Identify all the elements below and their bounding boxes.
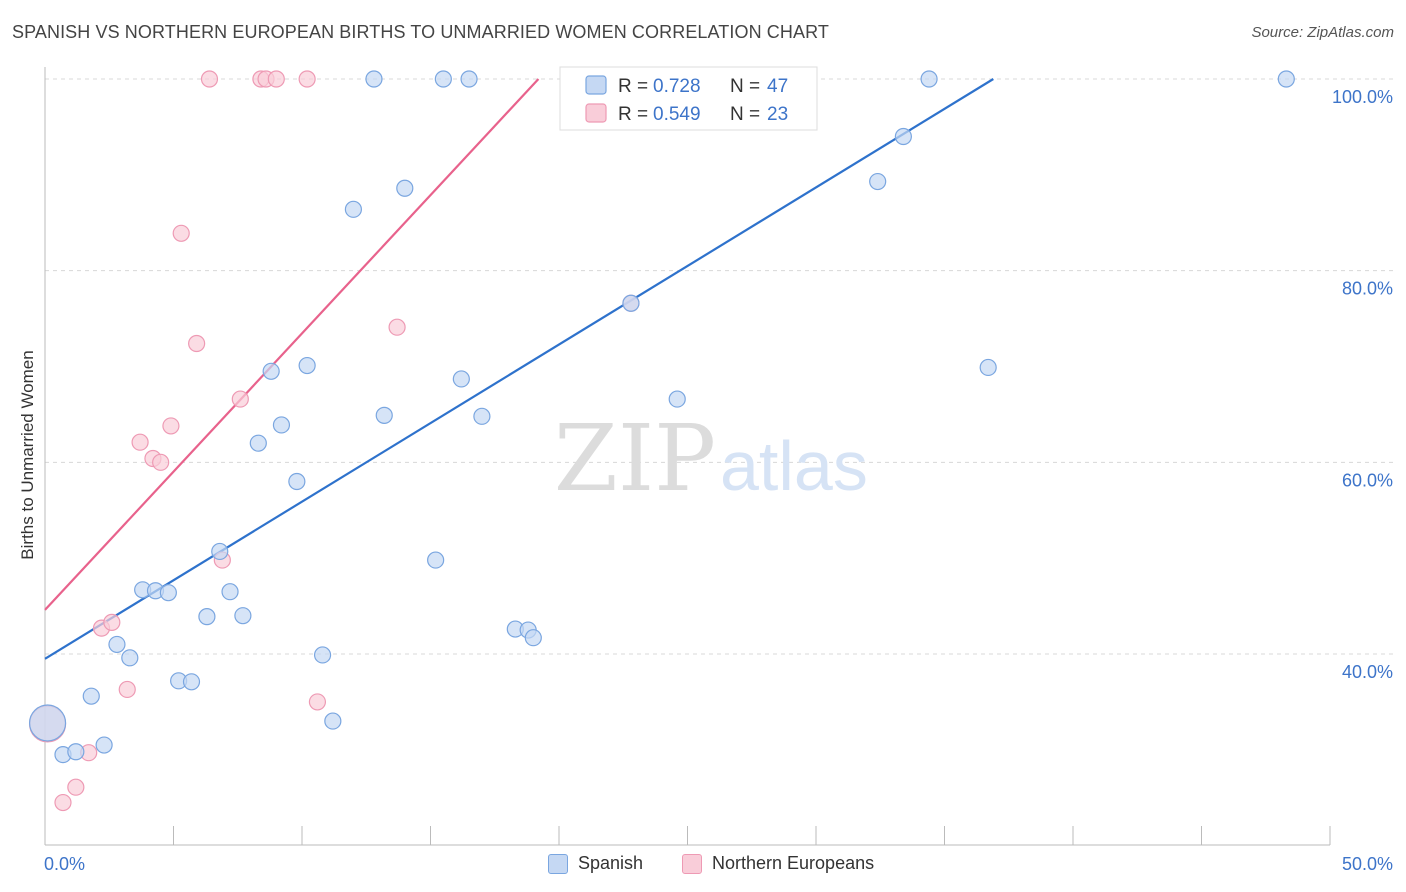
point-spanish-24 (365, 70, 383, 88)
stats-swatch-spanish (585, 75, 607, 95)
point-spanish-19 (288, 472, 306, 491)
point-northern-europeans-2 (67, 778, 85, 796)
point-northern-europeans-21 (388, 318, 406, 336)
point-northern-europeans-1 (54, 793, 72, 812)
x-tick-label-1: 50.0% (1342, 854, 1393, 874)
legend-label-spanish: Spanish (578, 853, 644, 873)
point-northern-europeans-7 (131, 433, 149, 451)
point-spanish-0 (28, 704, 67, 742)
point-spanish-30 (460, 70, 478, 88)
point-spanish-41 (869, 172, 887, 191)
stats-r-value-spanish: 0.728 (653, 76, 701, 97)
x-tick-label-0: 0.0% (44, 854, 85, 874)
point-spanish-26 (396, 179, 414, 197)
point-spanish-38 (668, 390, 686, 408)
point-spanish-42 (894, 127, 912, 146)
stats-n-value-northern-europeans: 23 (767, 104, 788, 125)
legend-item-northern-europeans[interactable]: Northern Europeans (682, 853, 874, 874)
point-spanish-12 (198, 608, 216, 626)
point-northern-europeans-15 (231, 390, 249, 408)
point-spanish-18 (272, 416, 291, 434)
point-spanish-27 (427, 551, 445, 569)
stats-n-label-spanish: N = (730, 76, 760, 97)
point-spanish-43 (920, 70, 938, 88)
point-spanish-14 (221, 583, 239, 601)
y-tick-label-0: 100.0% (1332, 87, 1393, 107)
chart-title: SPANISH VS NORTHERN EUROPEAN BIRTHS TO U… (12, 22, 829, 42)
point-spanish-31 (473, 407, 491, 425)
trend-lines (44, 78, 994, 660)
point-spanish-20 (298, 356, 316, 375)
legend-swatch-northern-europeans (682, 853, 702, 874)
y-tick-label-2: 60.0% (1342, 470, 1393, 490)
point-northern-europeans-6 (118, 680, 136, 699)
stats-r-label-spanish: R = (618, 76, 648, 97)
stats-legend: R = 0.728 N = 47 R = 0.549 N = 23 (559, 66, 818, 131)
point-spanish-28 (434, 70, 452, 88)
stats-r-label-northern-europeans: R = (618, 104, 648, 125)
point-spanish-11 (182, 673, 201, 691)
point-spanish-25 (375, 406, 393, 424)
point-spanish-16 (249, 434, 267, 452)
stats-r-value-northern-europeans: 0.549 (653, 104, 701, 125)
watermark: ZIP atlas (554, 405, 868, 512)
watermark-zip: ZIP (554, 405, 716, 512)
point-spanish-6 (121, 649, 139, 667)
legend-label-northern-europeans: Northern Europeans (712, 853, 875, 873)
point-spanish-17 (262, 362, 280, 380)
point-spanish-34 (524, 629, 542, 647)
grid-lines (45, 78, 1395, 655)
trend-line-northern-europeans (44, 78, 540, 611)
point-northern-europeans-13 (200, 70, 219, 88)
legend-item-spanish[interactable]: Spanish (548, 853, 643, 874)
point-spanish-2 (67, 743, 85, 761)
stats-swatch-northern-europeans (585, 103, 607, 123)
point-northern-europeans-10 (162, 417, 180, 435)
point-northern-europeans-20 (308, 693, 327, 711)
tick-labels: 100.0% 80.0% 60.0% 40.0% 0.0% 50.0% (44, 87, 1393, 874)
point-spanish-45 (1277, 70, 1295, 88)
point-spanish-5 (108, 635, 126, 654)
point-spanish-4 (95, 736, 113, 754)
point-northern-europeans-5 (103, 613, 121, 631)
point-northern-europeans-11 (172, 224, 190, 242)
y-tick-label-1: 80.0% (1342, 279, 1393, 299)
point-northern-europeans-18 (267, 70, 285, 88)
point-spanish-29 (452, 370, 470, 388)
y-tick-label-3: 40.0% (1342, 662, 1393, 682)
source-label: Source: ZipAtlas.com (1251, 24, 1394, 41)
point-spanish-13 (211, 542, 229, 561)
point-spanish-22 (324, 712, 342, 730)
watermark-atlas: atlas (720, 427, 868, 505)
legend-swatch-spanish (548, 853, 568, 874)
point-spanish-3 (82, 687, 100, 705)
stats-n-value-spanish: 47 (767, 76, 788, 97)
point-spanish-15 (234, 607, 252, 625)
trend-line-spanish (44, 78, 994, 660)
point-northern-europeans-19 (298, 70, 316, 88)
point-spanish-44 (979, 358, 997, 377)
point-northern-europeans-9 (152, 453, 170, 471)
stats-n-label-northern-europeans: N = (730, 104, 760, 125)
point-northern-europeans-12 (188, 334, 206, 353)
point-spanish-23 (344, 200, 362, 218)
point-spanish-37 (622, 294, 640, 312)
point-spanish-9 (159, 584, 177, 602)
point-spanish-21 (313, 646, 332, 664)
